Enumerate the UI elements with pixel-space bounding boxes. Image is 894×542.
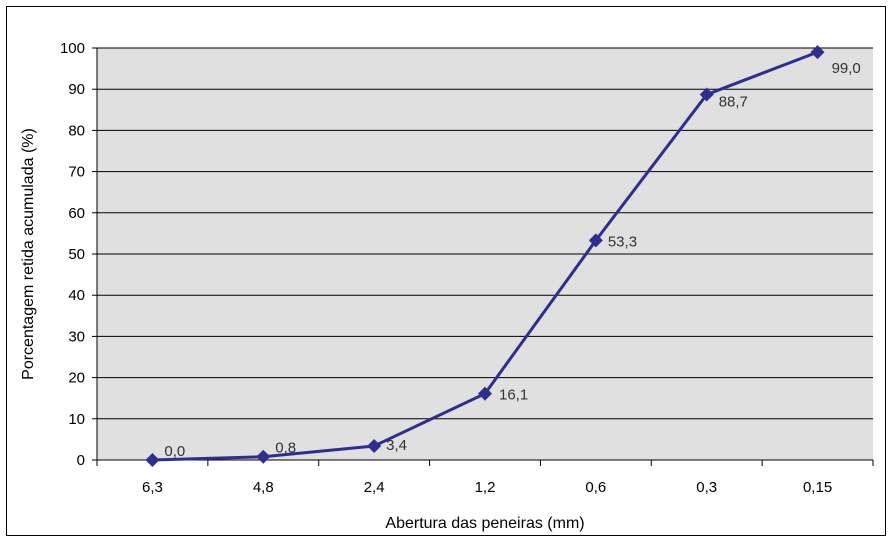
data-point-marker bbox=[256, 449, 271, 464]
y-tick-label: 60 bbox=[68, 205, 85, 222]
data-point-marker bbox=[810, 45, 825, 60]
data-label: 16,1 bbox=[499, 387, 528, 404]
data-label: 99,0 bbox=[832, 60, 861, 77]
y-tick-label: 100 bbox=[60, 40, 85, 57]
x-tick-label: 0,3 bbox=[696, 479, 717, 496]
data-label: 0,8 bbox=[275, 440, 296, 457]
y-tick-label: 0 bbox=[77, 452, 85, 469]
y-tick-label: 80 bbox=[68, 122, 85, 139]
x-tick-label: 4,8 bbox=[253, 479, 274, 496]
data-label: 53,3 bbox=[608, 233, 637, 250]
x-tick-label: 0,6 bbox=[585, 479, 606, 496]
x-tick-label: 6,3 bbox=[142, 479, 163, 496]
plot-area: 0 10 20 30 40 50 60 70 80 90 100 6,3 4,8 2,4 1,2 0,6 0,3… bbox=[60, 40, 874, 496]
data-point-marker bbox=[367, 438, 382, 453]
y-tick-label: 90 bbox=[68, 81, 85, 98]
y-axis-title: Porcentagem retida acumulada (%) bbox=[20, 128, 37, 380]
x-tick-label: 2,4 bbox=[364, 479, 385, 496]
y-tick-label: 20 bbox=[68, 370, 85, 387]
y-tick-label: 10 bbox=[68, 411, 85, 428]
data-label: 3,4 bbox=[386, 437, 407, 454]
data-label: 88,7 bbox=[719, 94, 748, 111]
x-tick-label: 0,15 bbox=[803, 479, 832, 496]
y-tick-label: 70 bbox=[68, 164, 85, 181]
y-tick-label: 40 bbox=[68, 287, 85, 304]
data-point-marker bbox=[588, 233, 603, 248]
y-tick-label: 50 bbox=[68, 246, 85, 263]
y-tick-label: 30 bbox=[68, 328, 85, 345]
data-point-marker bbox=[699, 87, 714, 102]
data-point-marker bbox=[478, 386, 492, 401]
x-axis-title: Abertura das peneiras (mm) bbox=[385, 515, 584, 532]
x-tick-label: 1,2 bbox=[475, 479, 496, 496]
data-point-marker bbox=[145, 453, 160, 467]
data-label: 0,0 bbox=[164, 443, 185, 460]
